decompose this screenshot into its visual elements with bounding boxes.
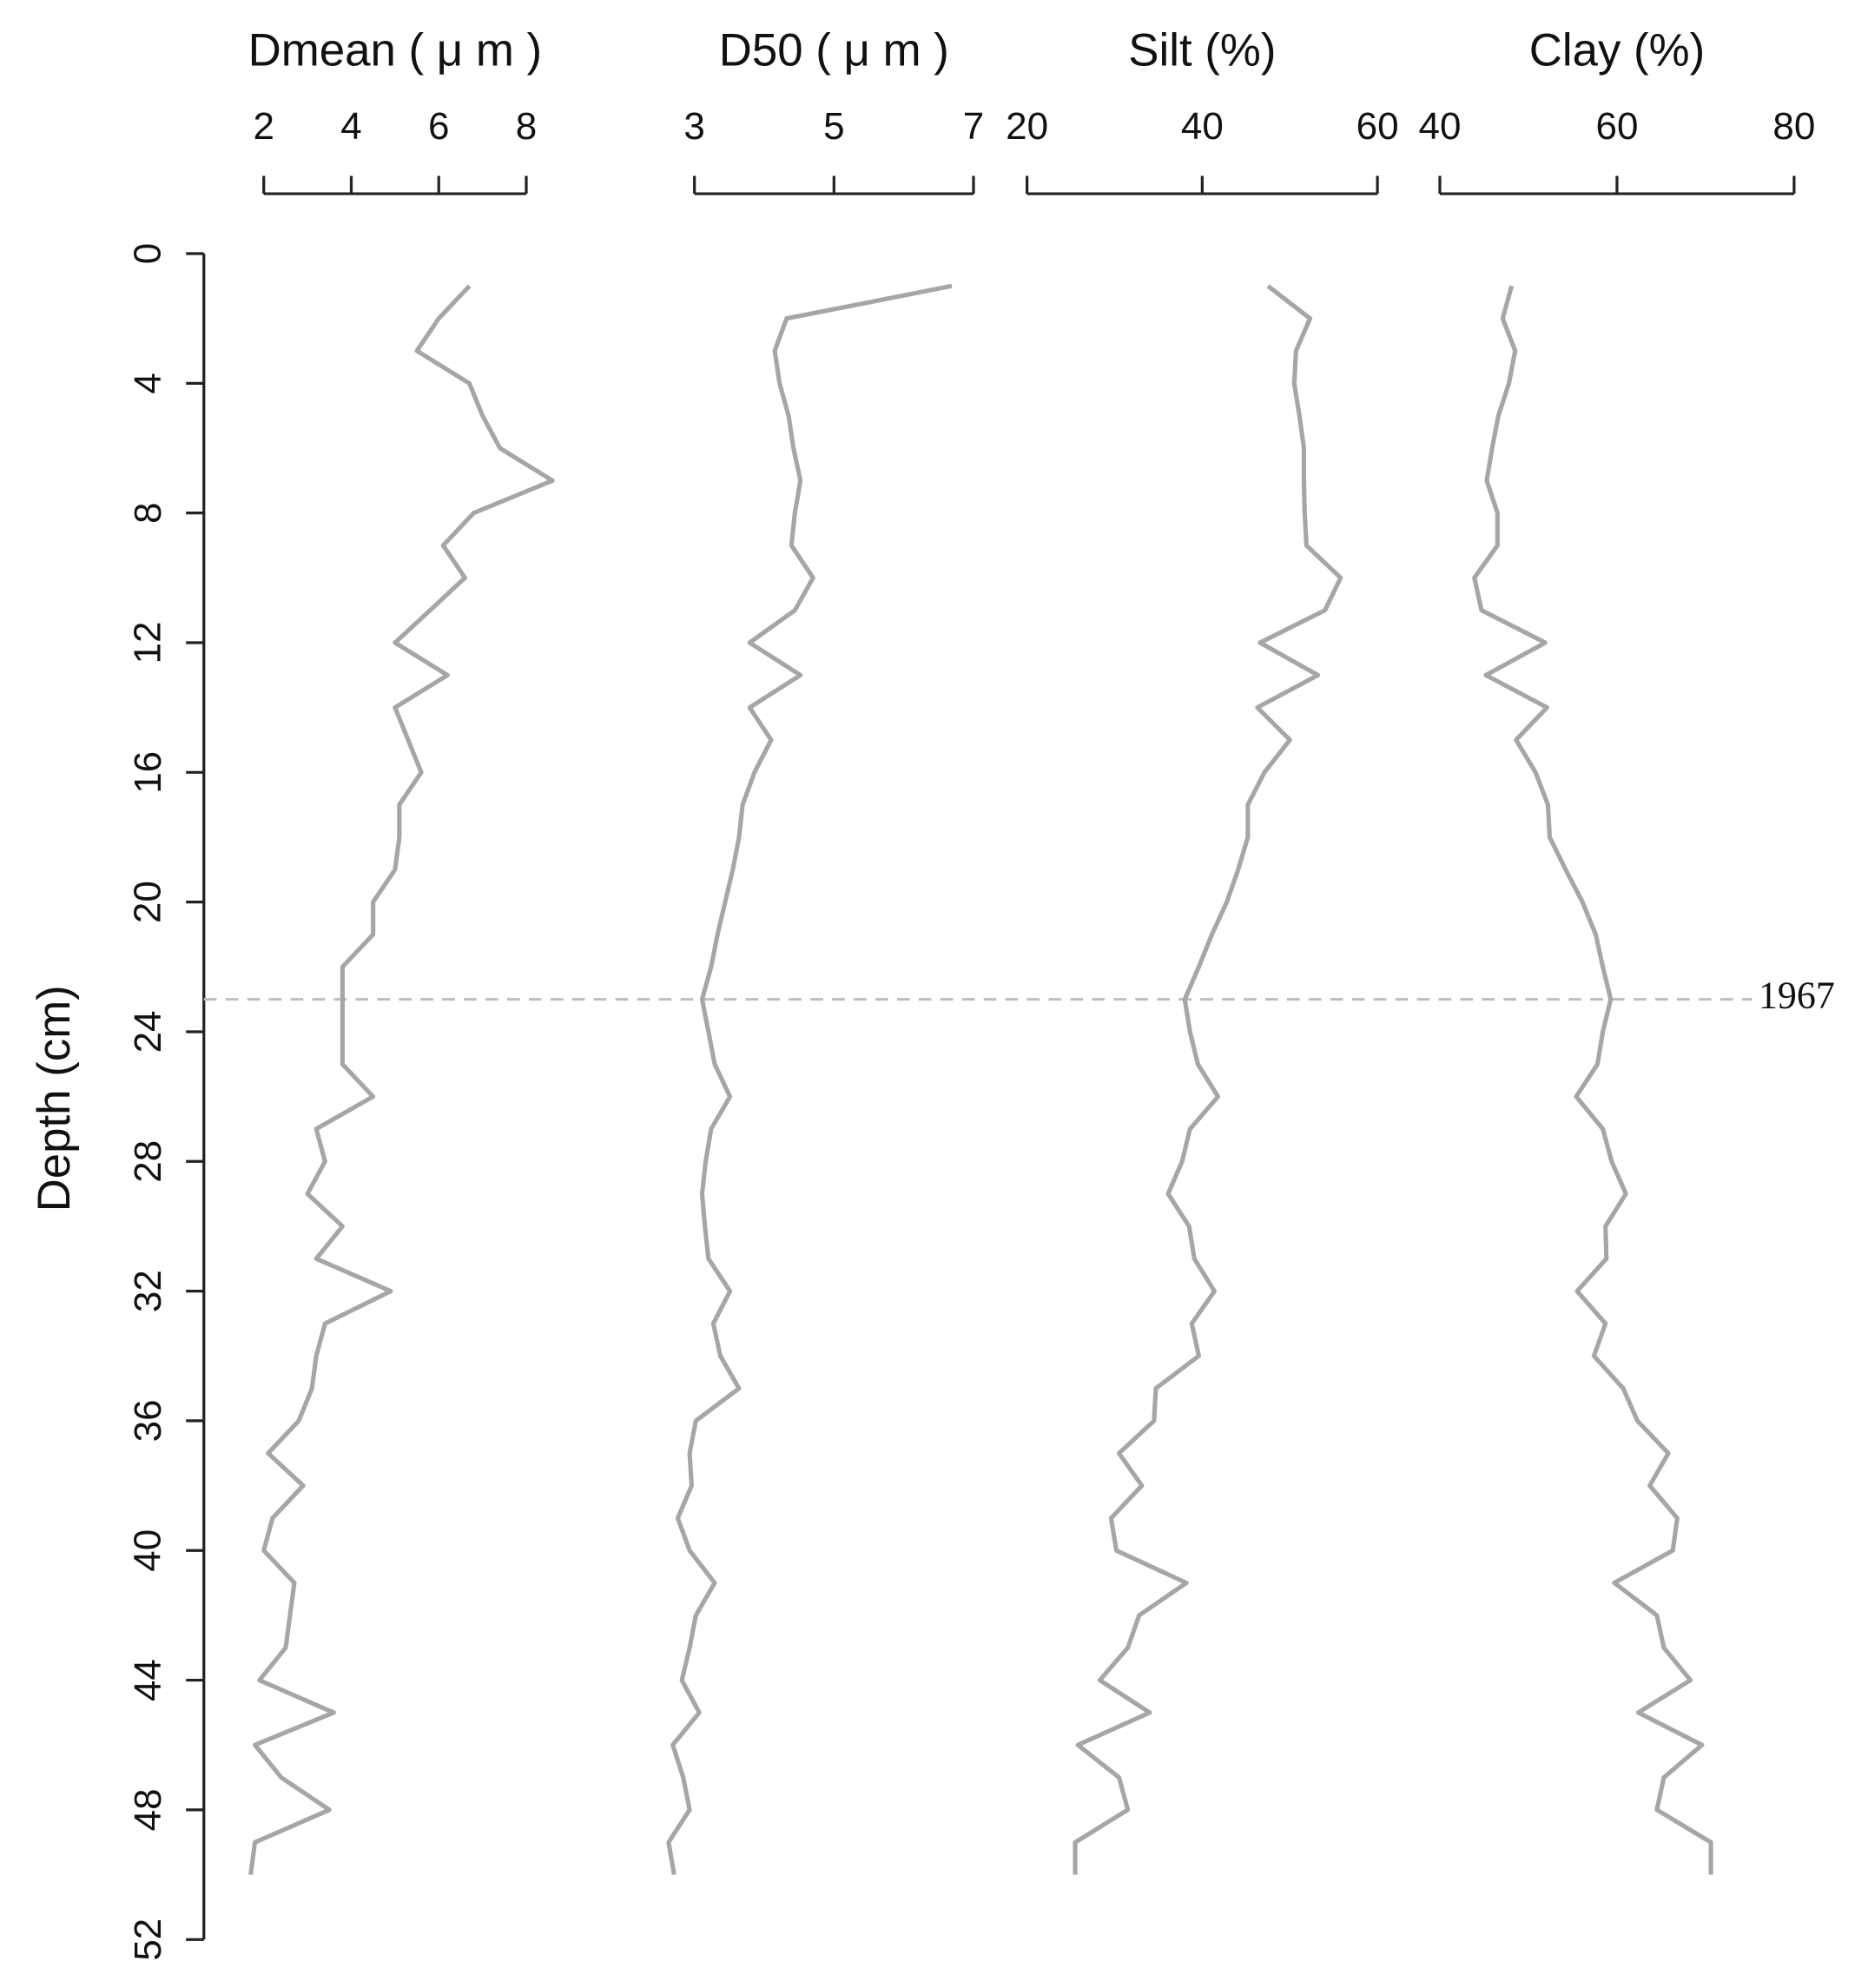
y-tick-label: 12 (127, 622, 169, 664)
x-tick-label: 2 (253, 105, 274, 148)
panel-title: Silt (%) (1128, 25, 1276, 76)
panel-title: Dmean ( μ m ) (248, 25, 543, 76)
x-tick-label: 3 (683, 105, 704, 148)
panel-title: Clay (%) (1529, 25, 1705, 76)
y-tick-label: 44 (127, 1659, 169, 1701)
x-tick-label: 60 (1595, 105, 1638, 148)
y-tick-label: 40 (127, 1529, 169, 1572)
y-tick-label: 36 (127, 1399, 169, 1442)
y-tick-label: 16 (127, 751, 169, 794)
y-tick-label: 48 (127, 1788, 169, 1831)
y-tick-label: 20 (127, 881, 169, 923)
x-tick-label: 5 (823, 105, 844, 148)
x-tick-label: 60 (1356, 105, 1399, 148)
y-tick-label: 24 (127, 1010, 169, 1053)
y-tick-label: 8 (127, 502, 169, 523)
y-tick-label: 0 (127, 243, 169, 264)
data-line (1073, 284, 1343, 1875)
y-tick-label: 32 (127, 1270, 169, 1312)
x-tick-label: 20 (1006, 105, 1048, 148)
y-tick-label: 4 (127, 373, 169, 393)
x-tick-label: 8 (516, 105, 537, 148)
y-axis-label: Depth (cm) (29, 985, 80, 1212)
x-tick-label: 6 (428, 105, 449, 148)
panel-title: D50 ( μ m ) (719, 25, 949, 76)
data-line (1472, 285, 1713, 1875)
x-tick-label: 40 (1181, 105, 1224, 148)
x-tick-label: 80 (1772, 105, 1815, 148)
y-tick-label: 28 (127, 1140, 169, 1183)
x-tick-label: 4 (340, 105, 361, 148)
reference-label: 1967 (1759, 974, 1835, 1017)
x-tick-label: 7 (963, 105, 984, 148)
x-tick-label: 40 (1419, 105, 1462, 148)
y-tick-label: 52 (127, 1919, 169, 1961)
data-line (666, 283, 953, 1875)
data-line (248, 284, 555, 1875)
